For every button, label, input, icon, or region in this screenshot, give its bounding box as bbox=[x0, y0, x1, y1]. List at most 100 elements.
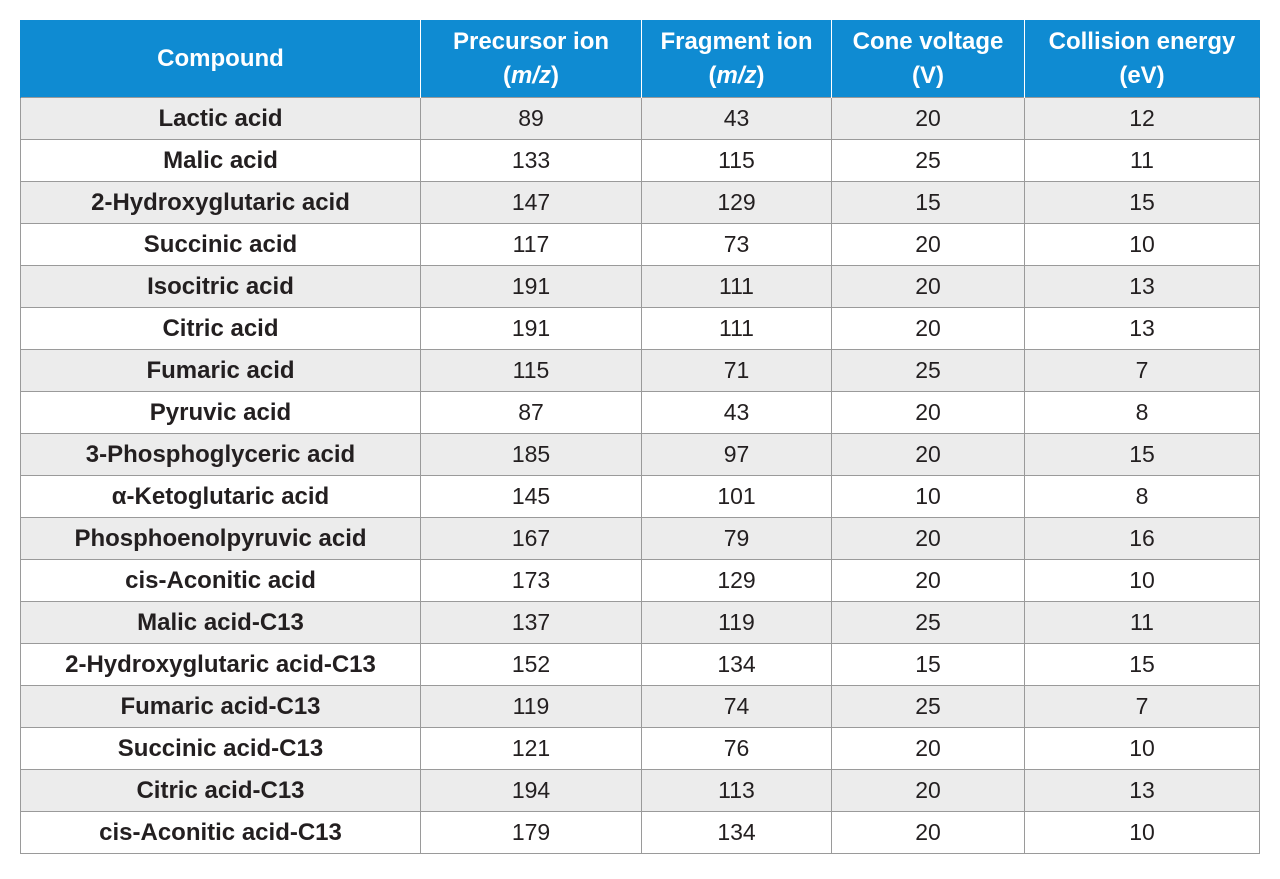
collision-energy-cell: 10 bbox=[1024, 559, 1260, 602]
compound-cell: Fumaric acid bbox=[20, 349, 421, 392]
header-precursor-ion: Precursor ion (m/z) bbox=[420, 20, 642, 98]
header-precursor-ion-unit: (m/z) bbox=[502, 61, 559, 89]
compound-cell: Isocitric acid bbox=[20, 265, 421, 308]
table-row: Citric acid-C13 194 113 20 13 bbox=[20, 769, 1260, 812]
header-compound: Compound bbox=[20, 20, 421, 98]
cone-voltage-cell: 25 bbox=[831, 601, 1025, 644]
cone-voltage-cell: 20 bbox=[831, 265, 1025, 308]
table-row: Succinic acid-C13 121 76 20 10 bbox=[20, 727, 1260, 770]
fragment-ion-cell: 111 bbox=[641, 265, 832, 308]
compound-cell: Phosphoenolpyruvic acid bbox=[20, 517, 421, 560]
cone-voltage-cell: 15 bbox=[831, 181, 1025, 224]
table-row: Phosphoenolpyruvic acid 167 79 20 16 bbox=[20, 517, 1260, 560]
compound-cell: Lactic acid bbox=[20, 97, 421, 140]
collision-energy-cell: 15 bbox=[1024, 643, 1260, 686]
fragment-ion-cell: 76 bbox=[641, 727, 832, 770]
table-row: Pyruvic acid 87 43 20 8 bbox=[20, 391, 1260, 434]
fragment-ion-cell: 43 bbox=[641, 391, 832, 434]
fragment-ion-cell: 79 bbox=[641, 517, 832, 560]
precursor-ion-cell: 89 bbox=[420, 97, 642, 140]
cone-voltage-cell: 20 bbox=[831, 769, 1025, 812]
table-body: Lactic acid 89 43 20 12 Malic acid 133 115 25 11 2… bbox=[20, 97, 1260, 854]
collision-energy-cell: 11 bbox=[1024, 139, 1260, 182]
precursor-ion-cell: 115 bbox=[420, 349, 642, 392]
table-row: Fumaric acid-C13 119 74 25 7 bbox=[20, 685, 1260, 728]
collision-energy-cell: 12 bbox=[1024, 97, 1260, 140]
precursor-ion-cell: 167 bbox=[420, 517, 642, 560]
collision-energy-cell: 8 bbox=[1024, 475, 1260, 518]
collision-energy-cell: 15 bbox=[1024, 433, 1260, 476]
cone-voltage-cell: 25 bbox=[831, 685, 1025, 728]
fragment-ion-cell: 101 bbox=[641, 475, 832, 518]
header-collision-energy: Collision energy (eV) bbox=[1024, 20, 1260, 98]
precursor-ion-cell: 133 bbox=[420, 139, 642, 182]
cone-voltage-cell: 20 bbox=[831, 307, 1025, 350]
compound-cell: Citric acid-C13 bbox=[20, 769, 421, 812]
collision-energy-cell: 13 bbox=[1024, 769, 1260, 812]
precursor-ion-cell: 145 bbox=[420, 475, 642, 518]
precursor-ion-cell: 121 bbox=[420, 727, 642, 770]
fragment-ion-cell: 43 bbox=[641, 97, 832, 140]
compound-cell: Malic acid-C13 bbox=[20, 601, 421, 644]
cone-voltage-cell: 20 bbox=[831, 433, 1025, 476]
compound-cell: Malic acid bbox=[20, 139, 421, 182]
header-cone-voltage-unit: (V) bbox=[912, 61, 944, 89]
collision-energy-cell: 16 bbox=[1024, 517, 1260, 560]
fragment-ion-cell: 115 bbox=[641, 139, 832, 182]
mrm-parameters-table-container: Compound Precursor ion (m/z) Fragment io… bbox=[20, 20, 1260, 854]
fragment-ion-cell: 129 bbox=[641, 181, 832, 224]
compound-cell: Pyruvic acid bbox=[20, 391, 421, 434]
header-collision-energy-label: Collision energy bbox=[1048, 27, 1236, 55]
cone-voltage-cell: 20 bbox=[831, 727, 1025, 770]
collision-energy-cell: 15 bbox=[1024, 181, 1260, 224]
cone-voltage-cell: 20 bbox=[831, 97, 1025, 140]
precursor-ion-cell: 191 bbox=[420, 265, 642, 308]
header-fragment-ion-label: Fragment ion bbox=[660, 27, 813, 55]
compound-cell: α-Ketoglutaric acid bbox=[20, 475, 421, 518]
collision-energy-cell: 13 bbox=[1024, 307, 1260, 350]
cone-voltage-cell: 20 bbox=[831, 811, 1025, 854]
header-fragment-ion-unit: (m/z) bbox=[708, 61, 765, 89]
compound-cell: Succinic acid bbox=[20, 223, 421, 266]
table-row: Succinic acid 117 73 20 10 bbox=[20, 223, 1260, 266]
collision-energy-cell: 10 bbox=[1024, 811, 1260, 854]
table-row: Citric acid 191 111 20 13 bbox=[20, 307, 1260, 350]
compound-cell: cis-Aconitic acid-C13 bbox=[20, 811, 421, 854]
collision-energy-cell: 8 bbox=[1024, 391, 1260, 434]
collision-energy-cell: 7 bbox=[1024, 349, 1260, 392]
table-row: α-Ketoglutaric acid 145 101 10 8 bbox=[20, 475, 1260, 518]
fragment-ion-cell: 73 bbox=[641, 223, 832, 266]
precursor-ion-cell: 191 bbox=[420, 307, 642, 350]
precursor-ion-cell: 117 bbox=[420, 223, 642, 266]
table-row: Isocitric acid 191 111 20 13 bbox=[20, 265, 1260, 308]
precursor-ion-cell: 152 bbox=[420, 643, 642, 686]
header-collision-energy-unit: (eV) bbox=[1119, 61, 1165, 89]
table-row: cis-Aconitic acid 173 129 20 10 bbox=[20, 559, 1260, 602]
fragment-ion-cell: 111 bbox=[641, 307, 832, 350]
header-cone-voltage: Cone voltage (V) bbox=[831, 20, 1025, 98]
compound-cell: cis-Aconitic acid bbox=[20, 559, 421, 602]
table-header: Compound Precursor ion (m/z) Fragment io… bbox=[20, 20, 1260, 98]
table-row: Lactic acid 89 43 20 12 bbox=[20, 97, 1260, 140]
cone-voltage-cell: 15 bbox=[831, 643, 1025, 686]
header-fragment-ion: Fragment ion (m/z) bbox=[641, 20, 832, 98]
header-compound-label: Compound bbox=[157, 44, 284, 72]
precursor-ion-cell: 185 bbox=[420, 433, 642, 476]
mrm-parameters-table: Compound Precursor ion (m/z) Fragment io… bbox=[20, 20, 1260, 854]
precursor-ion-cell: 147 bbox=[420, 181, 642, 224]
fragment-ion-cell: 71 bbox=[641, 349, 832, 392]
cone-voltage-cell: 20 bbox=[831, 517, 1025, 560]
compound-cell: 2-Hydroxyglutaric acid bbox=[20, 181, 421, 224]
cone-voltage-cell: 20 bbox=[831, 391, 1025, 434]
collision-energy-cell: 7 bbox=[1024, 685, 1260, 728]
precursor-ion-cell: 87 bbox=[420, 391, 642, 434]
table-row: Malic acid-C13 137 119 25 11 bbox=[20, 601, 1260, 644]
cone-voltage-cell: 25 bbox=[831, 139, 1025, 182]
table-row: 3-Phosphoglyceric acid 185 97 20 15 bbox=[20, 433, 1260, 476]
collision-energy-cell: 13 bbox=[1024, 265, 1260, 308]
cone-voltage-cell: 20 bbox=[831, 223, 1025, 266]
table-row: Malic acid 133 115 25 11 bbox=[20, 139, 1260, 182]
table-row: 2-Hydroxyglutaric acid-C13 152 134 15 15 bbox=[20, 643, 1260, 686]
compound-cell: 3-Phosphoglyceric acid bbox=[20, 433, 421, 476]
fragment-ion-cell: 113 bbox=[641, 769, 832, 812]
